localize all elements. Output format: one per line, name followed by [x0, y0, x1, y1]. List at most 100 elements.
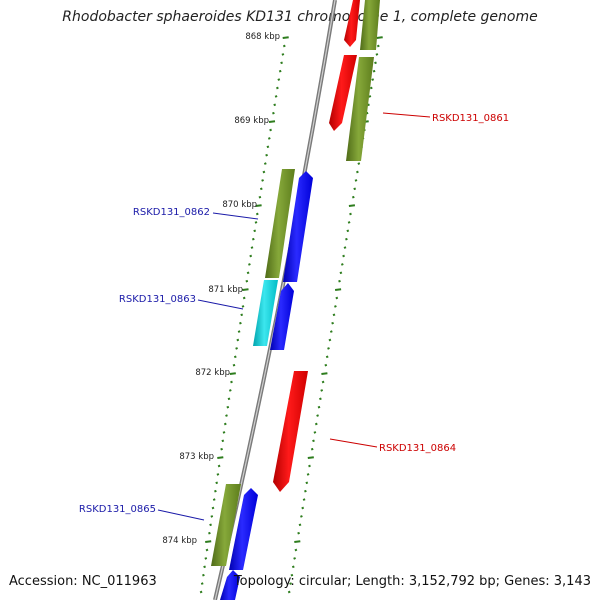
inner-tick-track [199, 36, 289, 594]
tick-mark [204, 557, 208, 560]
tick-mark [225, 414, 228, 417]
gene-arrow-red-0861[interactable] [329, 55, 357, 131]
tick-mark [232, 363, 236, 367]
tick-mark [294, 540, 301, 543]
tick-mark [265, 153, 268, 157]
tick-mark [300, 515, 303, 518]
tick-mark [335, 296, 339, 300]
tick-mark [202, 573, 205, 577]
gene-label-rskd131-0863[interactable]: RSKD131_0863 [119, 294, 196, 305]
tick-mark [340, 263, 344, 266]
tick-mark [349, 212, 352, 216]
tick-mark [369, 86, 373, 90]
gene-arrow-olive-top[interactable] [360, 0, 380, 50]
tick-mark [321, 372, 328, 375]
tick-mark [305, 481, 309, 485]
gene-label-rskd131-0862[interactable]: RSKD131_0862 [133, 207, 210, 218]
tick-mark [357, 162, 361, 165]
tick-mark [297, 531, 300, 535]
tick-mark [222, 431, 226, 434]
tick-mark [324, 363, 328, 367]
leader-0861 [382, 112, 431, 118]
tick-mark [246, 271, 250, 275]
tick-mark [319, 397, 322, 401]
tick-mark [376, 36, 383, 39]
gene-arrow-cyan-0863[interactable] [253, 280, 278, 346]
tick-mark [274, 95, 278, 98]
tick-mark [251, 237, 255, 241]
tick-mark [339, 271, 343, 275]
tick-mark [258, 195, 262, 199]
gene-arrow-olive-0861[interactable] [346, 57, 374, 161]
tick-mark [329, 330, 333, 333]
tick-mark [269, 128, 272, 132]
tick-mark [273, 103, 277, 107]
tick-mark [307, 456, 314, 459]
tick-mark [313, 431, 317, 434]
tick-mark [314, 422, 318, 426]
tick-mark [308, 464, 311, 468]
gene-arrow-blue-bottom[interactable] [220, 570, 240, 600]
tick-mark [348, 204, 356, 207]
tick-mark [212, 498, 216, 501]
gene-label-rskd131-0865[interactable]: RSKD131_0865 [79, 504, 156, 515]
tick-mark [317, 405, 321, 409]
tick-mark [268, 120, 276, 123]
tick-mark [312, 439, 315, 443]
tick-mark [346, 229, 350, 233]
tick-mark [301, 506, 305, 510]
tick-mark [266, 145, 270, 149]
tick-mark [250, 246, 254, 249]
tick-mark [304, 489, 307, 493]
tick-mark [321, 380, 325, 384]
tick-mark [230, 380, 233, 384]
tick-mark [306, 473, 310, 476]
tick-mark [203, 565, 206, 569]
tick-mark [278, 69, 282, 73]
scale-label: 869 kbp [234, 116, 269, 126]
gene-arrow-olive-0865[interactable] [211, 484, 241, 566]
tick-mark [221, 439, 225, 443]
tick-mark [263, 162, 267, 165]
tick-mark [280, 61, 283, 65]
gene-arrow-blue-0862[interactable] [283, 171, 313, 282]
tick-mark [229, 372, 236, 375]
leader-0864 [329, 438, 378, 448]
tick-mark [374, 61, 377, 65]
tick-mark [241, 305, 245, 308]
gene-label-rskd131-0861[interactable]: RSKD131_0861 [432, 113, 509, 124]
scale-label: 872 kbp [195, 368, 230, 378]
tick-mark [298, 523, 302, 527]
tick-mark [302, 498, 306, 501]
tick-mark [345, 237, 348, 241]
tick-mark [242, 288, 249, 291]
tick-mark [356, 170, 359, 174]
scale-label: 870 kbp [222, 200, 257, 210]
tick-mark [282, 44, 286, 48]
tick-mark [328, 338, 332, 342]
tick-mark [239, 321, 242, 325]
tick-mark [289, 582, 292, 585]
gene-label-rskd131-0864[interactable]: RSKD131_0864 [379, 443, 456, 454]
gene-arrow-red-top[interactable] [344, 0, 360, 47]
tick-mark [272, 111, 275, 115]
tick-mark [332, 313, 336, 317]
leader-0862 [212, 212, 259, 220]
tick-mark [320, 389, 324, 392]
tick-mark [216, 473, 220, 476]
gene-arrow-blue-0863[interactable] [270, 283, 294, 350]
tick-mark [217, 464, 221, 468]
scale-label: 868 kbp [245, 32, 280, 42]
gene-arrow-olive-0862[interactable] [265, 169, 295, 278]
gene-arrow-red-0864[interactable] [273, 371, 308, 492]
gene-arrow-blue-0865[interactable] [229, 488, 258, 570]
tick-mark [294, 548, 298, 552]
tick-mark [277, 78, 281, 81]
tick-mark [290, 573, 294, 577]
tick-mark [347, 221, 351, 224]
scale-label: 873 kbp [179, 452, 214, 462]
tick-mark [282, 36, 289, 39]
tick-mark [281, 53, 285, 56]
tick-mark [248, 263, 251, 266]
